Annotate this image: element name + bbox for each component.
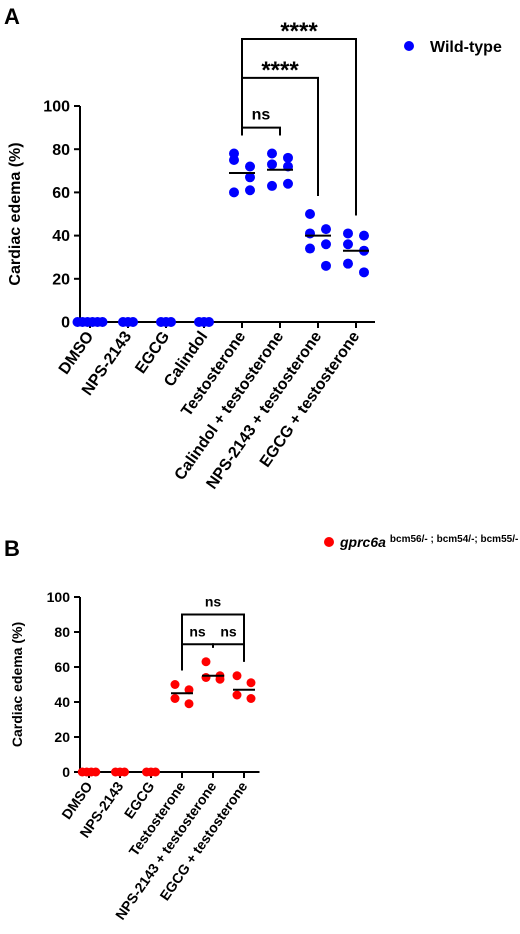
panel-a-data-point <box>97 317 108 327</box>
panel-b-significance-bracket <box>181 613 245 671</box>
panel-b-y-tick-label: 20 <box>54 729 70 745</box>
panel-a-brackets: ns **** **** <box>241 18 357 216</box>
panel-b-y-tick-label: 60 <box>54 659 70 675</box>
panel-b-significance-label: ns <box>205 594 222 610</box>
panel-b-data-point <box>201 673 211 682</box>
panel-a-data-point <box>166 317 176 327</box>
panel-b-legend-label: gprc6a bcm56/- ; bcm54/-; bcm55/- <box>339 534 518 550</box>
panel-a-data-point <box>267 159 277 170</box>
panel-b-data-point <box>91 767 101 777</box>
panel-b-y-tick-label: 40 <box>54 694 70 710</box>
panel-a-significance-bracket <box>241 38 357 216</box>
panel-a-points <box>72 148 369 327</box>
panel-a-significance-label: **** <box>280 18 318 45</box>
panel-b-data-point <box>184 685 194 695</box>
panel-a-significance-bracket <box>241 126 281 136</box>
panel-a-data-point <box>128 317 138 327</box>
panel-b-data-point <box>184 699 194 709</box>
panel-a-y-ticks: 0 20 40 60 80 100 <box>43 99 80 332</box>
panel-b-data-point <box>246 694 256 703</box>
panel-b-y-tick-label: 80 <box>54 624 70 640</box>
panel-a-data-point <box>229 187 239 198</box>
panel-a-y-tick-label: 40 <box>52 228 70 245</box>
panel-a-y-tick-label: 60 <box>52 185 70 202</box>
panel-b-data-point <box>170 694 180 703</box>
panel-a-data-point <box>267 148 277 159</box>
panel-a-data-point <box>321 260 331 271</box>
panel-a-x-tick-label: EGCG <box>132 329 173 377</box>
panel-a-x-ticks: DMSONPS-2143EGCGCalindolTestosteroneCali… <box>56 322 363 492</box>
panel-a-data-point <box>305 243 315 254</box>
panel-b-data-point <box>215 674 225 684</box>
panel-a-data-point <box>283 152 293 163</box>
panel-a-legend-label: Wild-type <box>430 39 502 56</box>
panel-b-data-point <box>201 657 211 667</box>
panel-a-y-tick-label: 20 <box>52 271 70 288</box>
panel-a-y-tick-label: 80 <box>52 142 70 159</box>
panel-a-significance-label: **** <box>261 57 299 84</box>
panel-b-points <box>77 657 256 777</box>
panel-a-legend-marker <box>404 41 414 51</box>
panel-b-data-point <box>232 671 242 681</box>
panel-a-data-point <box>245 185 255 196</box>
panel-b-y-ticks: 0 20 40 60 80 100 <box>47 589 80 780</box>
panel-a-data-point <box>343 258 353 269</box>
panel-a-y-tick-label: 100 <box>43 99 70 116</box>
panel-a-data-point <box>229 155 239 165</box>
panel-b-significance-label: ns <box>220 623 237 639</box>
panel-b-legend-marker <box>324 537 334 547</box>
panel-a-letter: A <box>4 4 20 29</box>
panel-b-significance-bracket <box>212 643 245 662</box>
panel-b-y-axis-label: Cardiac edema (%) <box>9 622 25 747</box>
panel-a-data-point <box>267 180 277 191</box>
panel-b-y-tick-label: 0 <box>62 764 70 780</box>
panel-b-legend-superscript: bcm56/- ; bcm54/-; bcm55/- <box>390 534 518 545</box>
panel-b-data-point <box>246 678 256 688</box>
panel-b-letter: B <box>4 536 20 561</box>
panel-a-data-point <box>359 267 369 278</box>
panel-b-data-point <box>151 767 160 777</box>
panel-b-significance-label: ns <box>189 623 206 639</box>
panel-b-significance-bracket <box>181 643 214 671</box>
panel-a-data-point <box>245 172 255 183</box>
panel-a-data-point <box>204 317 214 327</box>
panel-a-data-point <box>283 178 293 189</box>
panel-b-data-point <box>232 690 242 700</box>
panel-a-data-point <box>343 228 353 239</box>
panel-b-data-point <box>170 680 180 689</box>
panel-a-data-point <box>305 228 315 239</box>
panel-a-data-point <box>343 239 353 250</box>
panel-b-data-point <box>120 767 129 777</box>
panel-a-data-point <box>321 224 331 235</box>
panel-a: A Cardiac edema (%) 0 20 40 60 80 100 DMSONPS… <box>4 4 502 492</box>
panel-b-means <box>171 674 255 695</box>
panel-a-significance-label: ns <box>252 107 271 124</box>
panel-a-data-point <box>359 230 369 241</box>
panel-a-data-point <box>321 239 331 250</box>
panel-a-means <box>229 168 369 252</box>
panel-a-data-point <box>305 209 315 219</box>
panel-b-legend-gene: gprc6a <box>339 534 386 550</box>
panel-a-y-tick-label: 0 <box>61 315 70 332</box>
panel-a-data-point <box>245 161 255 172</box>
panel-b: B Cardiac edema (%) 0 20 40 60 80 100 DMSONPS… <box>4 534 518 923</box>
panel-b-y-tick-label: 100 <box>47 589 71 605</box>
panel-a-y-axis-label: Cardiac edema (%) <box>7 142 24 285</box>
